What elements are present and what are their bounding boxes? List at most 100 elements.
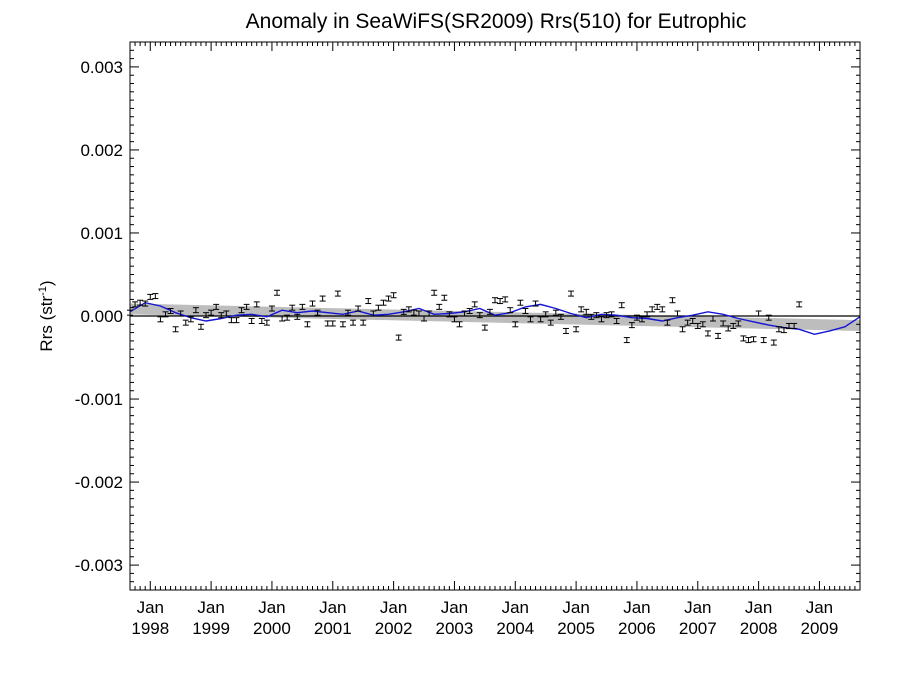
data-point-16 — [208, 309, 215, 316]
data-point-7 — [162, 311, 169, 318]
x-tick-year-2: 2000 — [253, 619, 291, 638]
data-point-109 — [679, 326, 686, 333]
data-point-126 — [765, 314, 772, 321]
data-point-41 — [334, 290, 341, 297]
x-tick-year-0: 1998 — [131, 619, 169, 638]
data-point-123 — [750, 336, 757, 343]
data-point-95 — [608, 311, 615, 318]
data-point-2 — [137, 299, 144, 306]
data-point-64 — [451, 316, 458, 323]
plot-area — [127, 41, 861, 591]
data-point-49 — [375, 304, 382, 311]
data-point-50 — [380, 299, 387, 306]
data-point-92 — [593, 312, 600, 319]
data-point-119 — [730, 322, 737, 329]
data-point-83 — [547, 319, 554, 326]
data-point-88 — [573, 326, 580, 333]
x-tick-month-1: Jan — [197, 598, 224, 617]
data-point-57 — [415, 310, 422, 317]
data-point-80 — [532, 300, 539, 307]
data-point-15 — [203, 312, 210, 319]
data-point-71 — [486, 308, 493, 315]
data-point-17 — [213, 303, 220, 310]
data-point-89 — [578, 306, 585, 313]
data-point-52 — [390, 292, 397, 299]
data-point-63 — [446, 311, 453, 318]
data-point-96 — [613, 317, 620, 324]
data-point-114 — [704, 330, 711, 337]
x-tick-month-11: Jan — [806, 598, 833, 617]
data-point-10 — [177, 310, 184, 317]
chart-title: Anomaly in SeaWiFS(SR2009) Rrs(510) for … — [246, 10, 747, 33]
data-point-33 — [294, 313, 301, 320]
data-point-127 — [770, 339, 777, 346]
data-point-11 — [182, 319, 189, 326]
data-point-94 — [603, 312, 610, 319]
data-point-43 — [344, 309, 351, 316]
data-point-85 — [557, 313, 564, 320]
data-point-40 — [329, 320, 336, 327]
data-point-12 — [187, 316, 194, 323]
data-point-25 — [253, 301, 260, 308]
data-point-22 — [238, 307, 245, 314]
y-tick-label-0: 0.003 — [80, 58, 123, 77]
data-point-98 — [623, 337, 630, 344]
data-point-69 — [476, 312, 483, 319]
x-tick-year-10: 2008 — [740, 619, 778, 638]
data-point-91 — [588, 313, 595, 320]
data-point-97 — [618, 302, 625, 309]
data-point-47 — [365, 298, 372, 305]
data-point-42 — [339, 321, 346, 328]
data-point-5 — [152, 293, 159, 300]
x-tick-month-9: Jan — [684, 598, 711, 617]
data-point-125 — [760, 337, 767, 344]
data-point-1 — [132, 301, 139, 308]
data-point-111 — [689, 317, 696, 324]
data-point-128 — [775, 326, 782, 333]
data-point-32 — [289, 304, 296, 311]
data-point-129 — [780, 327, 787, 334]
data-point-132 — [796, 301, 803, 308]
y-axis-label-main: Rrs (str — [37, 296, 56, 352]
data-point-65 — [456, 321, 463, 328]
data-point-118 — [725, 325, 732, 332]
data-point-124 — [755, 310, 762, 317]
data-point-6 — [157, 316, 164, 323]
y-tick-label-2: 0.001 — [80, 224, 123, 243]
data-point-72 — [492, 297, 498, 304]
data-point-61 — [436, 303, 443, 310]
x-tick-month-4: Jan — [380, 598, 407, 617]
data-point-112 — [694, 322, 701, 329]
x-axis: Jan 1998 Jan 1999 Jan 2000 Jan 2001 Jan 2002 Jan 20… — [129, 42, 861, 638]
x-tick-month-5: Jan — [441, 598, 468, 617]
x-tick-year-8: 2006 — [618, 619, 656, 638]
series-line-0 — [129, 301, 861, 336]
data-point-86 — [562, 327, 569, 334]
data-point-107 — [669, 297, 676, 304]
data-point-122 — [745, 337, 752, 344]
y-axis-label-superscript: -1 — [37, 286, 49, 296]
data-point-81 — [537, 316, 544, 323]
data-point-37 — [314, 309, 321, 316]
data-point-78 — [522, 308, 529, 315]
data-point-4 — [147, 293, 154, 300]
data-point-53 — [395, 334, 402, 341]
x-tick-year-1: 1999 — [192, 619, 230, 638]
data-point-44 — [350, 319, 357, 326]
data-point-90 — [583, 308, 590, 315]
y-axis: 0.003 0.002 0.001 0.000 -0.001 -0.002 -0.003 — [75, 41, 860, 591]
data-point-130 — [786, 322, 793, 329]
data-point-68 — [471, 301, 478, 308]
data-point-24 — [248, 317, 255, 324]
data-point-59 — [426, 310, 433, 317]
data-point-29 — [274, 289, 281, 296]
data-point-23 — [243, 303, 250, 310]
data-point-102 — [644, 311, 651, 318]
data-point-73 — [497, 298, 504, 305]
y-tick-label-3: 0.000 — [80, 307, 123, 326]
data-point-117 — [720, 320, 727, 327]
data-point-77 — [517, 299, 524, 306]
x-tick-year-5: 2003 — [436, 619, 474, 638]
data-point-31 — [284, 314, 291, 321]
